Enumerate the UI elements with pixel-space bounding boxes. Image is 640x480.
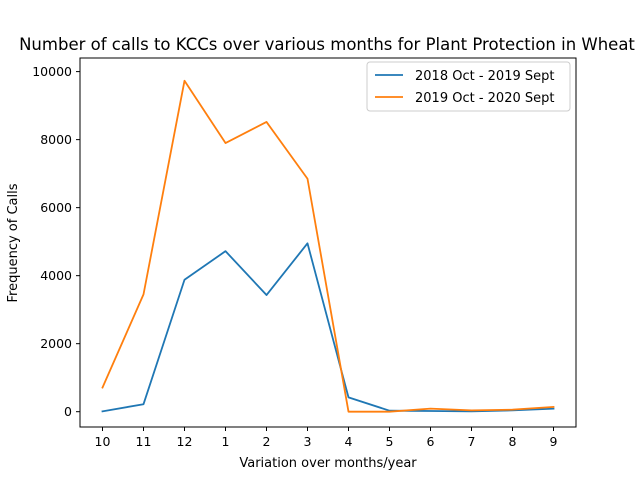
x-tick-label: 8 [509, 434, 517, 449]
legend-label-2: 2019 Oct - 2020 Sept [415, 91, 554, 106]
legend: 2018 Oct - 2019 Sept 2019 Oct - 2020 Sept [366, 61, 571, 112]
legend-box [366, 61, 571, 112]
x-tick-label: 1 [222, 434, 230, 449]
y-tick-label: 0 [64, 404, 72, 419]
series-line-1 [101, 242, 555, 413]
y-tick-label: 4000 [40, 268, 72, 283]
x-tick-label: 6 [427, 434, 435, 449]
chart-title: Number of calls to KCCs over various mon… [19, 35, 635, 54]
x-tick-label: 3 [304, 434, 312, 449]
x-tick-label: 11 [136, 434, 152, 449]
x-tick-label: 4 [345, 434, 353, 449]
y-tick-label: 2000 [40, 336, 72, 351]
series-layer [101, 79, 555, 413]
plot-frame [79, 57, 577, 428]
x-tick-label: 5 [386, 434, 394, 449]
y-tick-label: 6000 [40, 200, 72, 215]
x-tick-label: 2 [263, 434, 271, 449]
x-tick-label: 12 [177, 434, 193, 449]
y-tick-label: 8000 [40, 132, 72, 147]
y-tick-label: 10000 [32, 64, 72, 79]
y-axis-label: Frequency of Calls [6, 183, 21, 302]
series-line-2 [101, 79, 555, 413]
x-tick-label: 9 [550, 434, 558, 449]
x-axis-label: Variation over months/year [239, 456, 417, 471]
x-tick-label: 7 [468, 434, 476, 449]
x-tick-label: 10 [95, 434, 111, 449]
legend-label-1: 2018 Oct - 2019 Sept [415, 69, 554, 84]
